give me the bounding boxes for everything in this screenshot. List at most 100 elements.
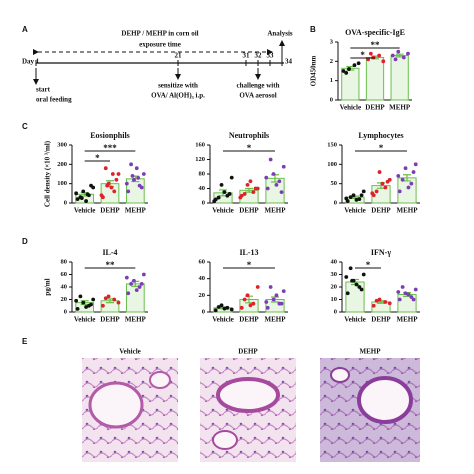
day-label: 21: [175, 52, 183, 60]
data-point: [112, 297, 117, 302]
y-tick-label: 10: [331, 296, 338, 303]
data-point: [393, 57, 398, 62]
data-point: [134, 166, 139, 171]
data-point: [401, 55, 406, 60]
data-point: [229, 307, 234, 312]
timeline-title: DEHP / MEHP in corn oil: [121, 30, 198, 38]
histology: [82, 358, 420, 462]
data-point: [400, 285, 405, 289]
y-tick-label: 100: [327, 161, 337, 168]
data-point: [400, 177, 405, 182]
y-tick-label: 120: [195, 156, 205, 163]
data-point: [271, 297, 276, 302]
data-point: [354, 282, 359, 287]
data-point: [141, 172, 146, 176]
y-tick-label: 0: [64, 199, 67, 206]
data-point: [359, 287, 364, 292]
data-point: [110, 172, 115, 176]
x-tick-label: DEHP: [100, 207, 120, 215]
step-text: challenge with: [237, 82, 280, 90]
data-point: [91, 297, 96, 302]
data-point: [281, 164, 286, 169]
data-point: [396, 290, 401, 294]
data-point: [403, 291, 408, 296]
data-point: [126, 189, 131, 194]
data-point: [383, 300, 388, 304]
x-tick-label: Vehicle: [340, 104, 362, 112]
data-point: [141, 272, 146, 277]
data-point: [81, 189, 86, 194]
data-point: [106, 294, 111, 299]
step-text: OVA/ Al(OH)₃ i.p.: [151, 92, 205, 100]
data-point: [139, 281, 144, 286]
data-point: [361, 272, 366, 277]
timeline-subtitle: exposure time: [139, 41, 181, 49]
data-point: [116, 300, 121, 305]
panel-label: C: [22, 122, 28, 131]
data-point: [245, 293, 250, 298]
x-tick-label: DEHP: [371, 207, 391, 215]
step-text: sensitize with: [158, 82, 198, 90]
end-label: Analysis: [267, 30, 293, 38]
data-point: [377, 170, 382, 174]
data-point: [255, 285, 260, 289]
data-point: [212, 199, 217, 204]
data-point: [134, 288, 139, 293]
day-label: Day 1: [22, 58, 40, 66]
data-point: [406, 292, 411, 297]
x-tick-label: DEHP: [365, 104, 385, 112]
data-point: [268, 157, 273, 162]
chart-title: IL-4: [102, 248, 117, 257]
data-point: [251, 301, 256, 306]
day-label: 34: [285, 58, 293, 66]
data-point: [216, 305, 221, 309]
data-point: [371, 55, 376, 60]
data-point: [112, 189, 117, 194]
bar: [125, 283, 145, 313]
y-tick-label: 60: [199, 258, 206, 265]
x-tick-label: MEHP: [397, 316, 419, 324]
y-axis-label: pg/ml: [44, 278, 52, 295]
sig-label: *: [247, 143, 252, 153]
y-tick-label: 50: [331, 180, 338, 187]
chart-title: IL-13: [239, 248, 258, 257]
data-point: [103, 166, 108, 171]
data-point: [370, 191, 375, 196]
day-ticks: [35, 60, 283, 66]
data-point: [253, 186, 258, 191]
data-point: [347, 67, 351, 71]
chart-title: IFN-γ: [371, 248, 391, 257]
data-point: [357, 197, 362, 202]
data-point: [344, 275, 349, 279]
data-point: [219, 303, 224, 308]
x-tick-label: Vehicle: [344, 207, 366, 215]
data-point: [374, 298, 379, 303]
image-title: DEHP: [238, 348, 258, 356]
data-point: [413, 162, 418, 167]
data-point: [381, 59, 386, 64]
x-tick-label: Vehicle: [344, 316, 366, 324]
y-tick-label: 20: [331, 283, 338, 290]
x-tick-label: DEHP: [239, 207, 259, 215]
data-point: [409, 295, 414, 299]
data-point: [222, 190, 227, 195]
data-point: [84, 305, 88, 309]
bar: [345, 281, 365, 313]
image-title: MEHP: [360, 348, 382, 356]
data-point: [357, 285, 362, 289]
data-point: [396, 174, 401, 178]
y-tick-label: 200: [57, 161, 67, 168]
data-point: [413, 287, 418, 292]
y-tick-label: 160: [195, 141, 205, 148]
data-point: [281, 289, 286, 294]
y-tick-label: 40: [61, 283, 68, 290]
step-text: start: [36, 86, 51, 94]
sig-label: ***: [103, 143, 117, 153]
data-point: [79, 196, 84, 201]
y-tick-label: 0: [330, 96, 333, 103]
data-point: [81, 300, 86, 305]
data-point: [136, 175, 141, 180]
data-point: [85, 192, 90, 197]
y-tick-label: 80: [61, 258, 68, 265]
data-point: [242, 297, 247, 302]
